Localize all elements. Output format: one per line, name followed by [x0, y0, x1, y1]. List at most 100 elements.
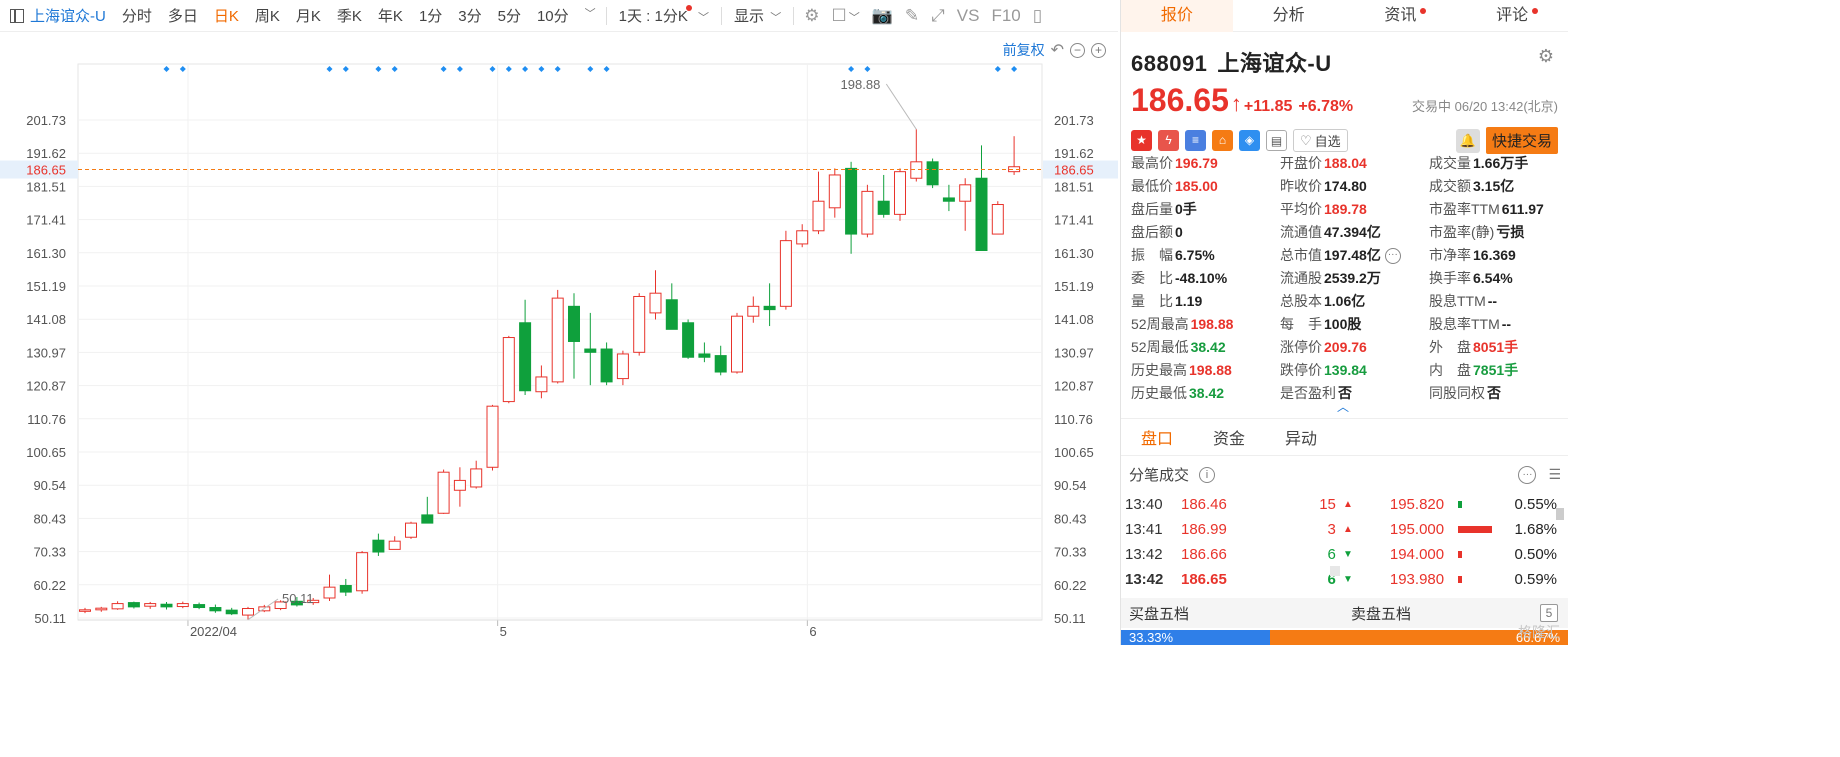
stat-label: 振 幅 — [1131, 247, 1173, 263]
zoom-in-icon[interactable]: + — [1091, 42, 1106, 58]
event-marker-icon — [326, 66, 333, 72]
y-tick-label-left: 141.08 — [26, 312, 66, 327]
fullscreen-icon[interactable]: ⤢ — [931, 5, 945, 25]
level-bar — [1458, 526, 1493, 533]
gear-icon[interactable]: ⚙ — [1537, 46, 1554, 66]
tab-3[interactable]: 评论 — [1456, 0, 1568, 32]
more-icon[interactable]: ··· — [1518, 465, 1537, 484]
candle — [551, 297, 564, 383]
bell-icon[interactable]: 🔔 — [1455, 128, 1480, 153]
subtab[interactable]: 盘口 — [1140, 431, 1173, 448]
drawing-box-icon[interactable]: ☐ ﹀ — [831, 5, 860, 25]
chevron-down-icon[interactable]: ﹀ — [584, 8, 596, 20]
y-tick-label-left: 60.22 — [33, 578, 66, 593]
scrollbar[interactable] — [1556, 508, 1564, 520]
ticks-title: 分笔成交 — [1129, 467, 1190, 484]
tab-1[interactable]: 分析 — [1233, 0, 1345, 32]
candle — [225, 609, 238, 615]
five-levels-icon[interactable]: 5 — [1540, 604, 1558, 622]
interval-select[interactable]: 1天 : 1分K ﹀ — [611, 5, 717, 26]
period-tab[interactable]: 季K — [336, 8, 362, 25]
y-tick-label-left: 171.41 — [26, 213, 66, 228]
event-marker-icon — [538, 66, 545, 72]
period-tab[interactable]: 3分 — [458, 8, 482, 25]
stat-item: 昨收价 174.80 — [1280, 175, 1429, 198]
vs-button[interactable]: VS — [956, 5, 980, 25]
period-tab[interactable]: 1分 — [418, 8, 443, 25]
divider — [605, 6, 607, 25]
stat-value: 38.42 — [1190, 339, 1226, 355]
y-tick-label-left: 181.51 — [26, 179, 66, 194]
candle — [339, 585, 352, 593]
info-icon[interactable]: i — [1199, 466, 1216, 483]
adjust-mode-button[interactable]: 前复权 — [1002, 42, 1045, 58]
database-icon[interactable]: ≡ — [1185, 130, 1206, 151]
notification-dot — [1420, 7, 1427, 14]
period-tab[interactable]: 多日 — [167, 8, 198, 25]
panel-toggle-icon[interactable] — [10, 8, 24, 23]
period-tab[interactable]: 年K — [377, 8, 403, 25]
bag-icon[interactable]: ⌂ — [1212, 130, 1233, 151]
stock-code: 688091 — [1131, 51, 1208, 76]
stat-item: 总市值 197.48亿 ··· — [1280, 244, 1429, 267]
candle — [763, 305, 776, 311]
triangle-down-icon: ▼ — [1343, 549, 1353, 560]
period-tab[interactable]: 月K — [295, 8, 321, 25]
current-price-label-right: 186.65 — [1054, 163, 1094, 178]
chevron-down-icon: ﹀ — [770, 12, 782, 24]
period-tab[interactable]: 日K — [213, 8, 239, 25]
more-icon[interactable]: ··· — [1384, 248, 1401, 265]
favorite-label: 自选 — [1314, 134, 1341, 149]
stat-item: 最低价 185.00 — [1131, 175, 1280, 198]
display-select[interactable]: 显示 ﹀ — [726, 5, 789, 26]
list-icon[interactable]: ☰ — [1548, 466, 1561, 482]
stat-label: 市盈率TTM — [1429, 201, 1500, 217]
period-tab[interactable]: 5分 — [497, 8, 521, 25]
candle — [127, 602, 140, 608]
stat-label: 成交量 — [1429, 155, 1471, 171]
ticks-header: 分笔成交 i ··· ☰ — [1129, 464, 1561, 485]
stat-item: 跌停价 139.84 — [1280, 359, 1429, 382]
undo-icon[interactable]: ↶ — [1050, 42, 1064, 59]
tick-price: 186.65 — [1180, 571, 1227, 588]
quick-trade-button[interactable]: 快捷交易 — [1485, 127, 1558, 154]
stat-value: 100股 — [1324, 316, 1362, 332]
period-tab[interactable]: 周K — [254, 8, 280, 25]
subtab[interactable]: 资金 — [1212, 431, 1245, 448]
stat-value: 8051手 — [1473, 339, 1519, 355]
f10-button[interactable]: F10 — [991, 5, 1021, 25]
candlestick-chart[interactable]: 201.73 201.73 191.62 191.62 181.51 181.51 171.… — [0, 32, 1118, 645]
camera-icon[interactable]: 📷 — [871, 5, 893, 25]
tick-price: 186.66 — [1180, 546, 1227, 563]
y-tick-label-right: 80.43 — [1054, 511, 1087, 526]
zoom-out-icon[interactable]: − — [1070, 42, 1085, 58]
stat-value: 189.78 — [1324, 201, 1367, 217]
chevron-up-icon[interactable]: ︿ — [1337, 400, 1350, 414]
china-flag-icon[interactable]: ★ — [1131, 130, 1152, 151]
stat-value: -- — [1501, 316, 1512, 332]
tab-0[interactable]: 报价 — [1121, 0, 1233, 32]
level-bar — [1458, 576, 1463, 583]
triangle-up-icon: ▲ — [1343, 499, 1353, 510]
add-favorite-button[interactable]: ♡ 自选 — [1293, 129, 1348, 152]
sell-book-label: 卖盘五档 — [1351, 605, 1412, 623]
tab-2[interactable]: 资讯 — [1345, 0, 1457, 32]
price-change-pct: +6.78% — [1298, 98, 1354, 115]
stat-item: 市盈率TTM 611.97 — [1429, 198, 1563, 221]
period-tab[interactable]: 分时 — [121, 8, 152, 25]
stat-item: 开盘价 188.04 — [1280, 152, 1429, 175]
pencil-icon[interactable]: ✎ — [904, 5, 920, 25]
stock-name-link[interactable]: 上海谊众-U — [30, 8, 106, 25]
period-tab[interactable]: 10分 — [536, 8, 569, 25]
stat-value: -- — [1487, 293, 1498, 309]
sidebar-toggle-icon[interactable]: ▯ — [1032, 5, 1043, 25]
subtab[interactable]: 异动 — [1284, 431, 1317, 448]
note-icon[interactable]: ▤ — [1266, 130, 1287, 151]
candle — [535, 376, 548, 393]
lightning-icon[interactable]: ϟ — [1158, 130, 1179, 151]
tag-icon[interactable]: ◈ — [1239, 130, 1260, 151]
y-tick-label-left: 201.73 — [26, 113, 66, 128]
notification-dot — [685, 5, 692, 11]
gear-icon[interactable]: ⚙ — [804, 5, 820, 25]
sell-ratio: 66.67% — [1269, 630, 1568, 645]
